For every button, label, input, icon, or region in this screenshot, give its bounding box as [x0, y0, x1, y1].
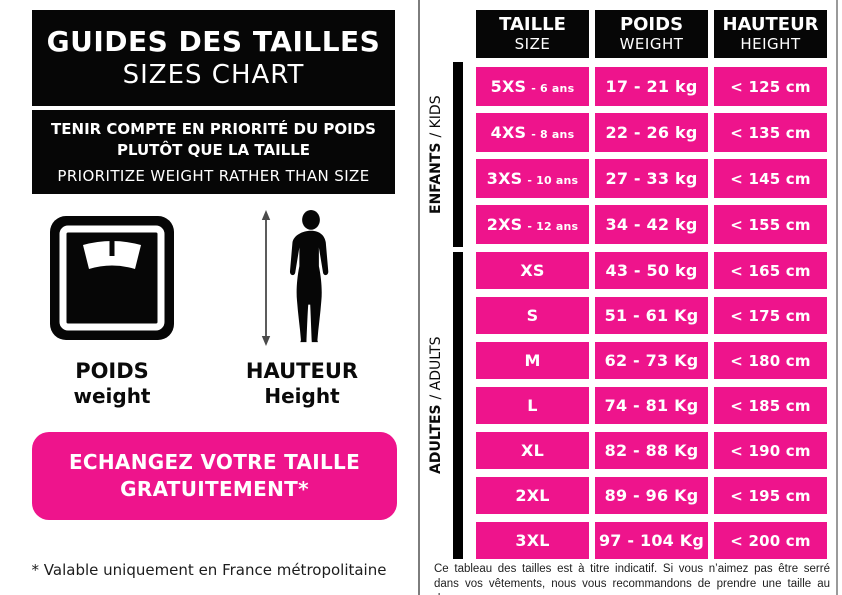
kids-label-en: / KIDS [428, 95, 444, 143]
size-cell: XL [476, 432, 589, 469]
height-label-en: Height [264, 384, 340, 409]
header-weight-fr: POIDS [619, 13, 684, 35]
footnote: * Valable uniquement en France métropoli… [31, 561, 387, 579]
weight-cell: 22 - 26 kg [595, 113, 708, 152]
notice-fr-line1: TENIR COMPTE EN PRIORITÉ DU POIDS [51, 120, 376, 139]
left-panel: GUIDES DES TAILLES SIZES CHART TENIR COM… [0, 0, 418, 595]
height-arrow-icon [261, 210, 271, 346]
header-height: HAUTEUR HEIGHT [714, 10, 827, 58]
disclaimer-line1: Ce tableau des tailles est à titre indic… [434, 563, 830, 575]
size-cell: 4XS - 8 ans [476, 113, 589, 152]
height-label: HAUTEUR Height [222, 358, 382, 409]
disclaimer-line2: dans vos vêtements, nous vous recommando… [434, 578, 830, 595]
size-cell: L [476, 387, 589, 424]
notice-en: PRIORITIZE WEIGHT RATHER THAN SIZE [57, 166, 370, 185]
height-cell: < 175 cm [714, 297, 827, 334]
header-size: TAILLE SIZE [476, 10, 589, 58]
table-row: XS 43 - 50 kg < 165 cm [476, 252, 827, 289]
height-cell: < 155 cm [714, 205, 827, 244]
table-row: S 51 - 61 Kg < 175 cm [476, 297, 827, 334]
size-cell: XS [476, 252, 589, 289]
weight-label-fr: POIDS [75, 359, 149, 383]
weight-cell: 43 - 50 kg [595, 252, 708, 289]
table-row: 3XS - 10 ans 27 - 33 kg < 145 cm [476, 159, 827, 198]
exchange-line2: GRATUITEMENT* [120, 477, 309, 501]
table-row: 3XL 97 - 104 Kg < 200 cm [476, 522, 827, 559]
header-weight-en: WEIGHT [619, 35, 684, 54]
adults-group: ADULTES / ADULTS XS 43 - 50 kg < 165 cm … [420, 252, 842, 559]
kids-rows: 5XS - 6 ans 17 - 21 kg < 125 cm 4XS - 8 an… [476, 67, 827, 244]
notice-fr-line2: PLUTÔT QUE LA TAILLE [116, 140, 311, 159]
table-disclaimer: Ce tableau des tailles est à titre indic… [434, 562, 830, 595]
height-cell: < 135 cm [714, 113, 827, 152]
size-cell: 3XL [476, 522, 589, 559]
size-cell: S [476, 297, 589, 334]
weight-label: POIDS weight [32, 358, 192, 409]
weight-cell: 82 - 88 Kg [595, 432, 708, 469]
header-size-en: SIZE [514, 35, 551, 54]
table-row: 4XS - 8 ans 22 - 26 kg < 135 cm [476, 113, 827, 152]
header-weight: POIDS WEIGHT [595, 10, 708, 58]
adults-label-fr: ADULTES [428, 404, 444, 475]
right-edge-line [836, 0, 838, 595]
exchange-size-button[interactable]: ECHANGEZ VOTRE TAILLE GRATUITEMENT* [32, 432, 397, 520]
header-height-fr: HAUTEUR [722, 13, 819, 35]
height-cell: < 145 cm [714, 159, 827, 198]
height-cell: < 125 cm [714, 67, 827, 106]
weight-cell: 34 - 42 kg [595, 205, 708, 244]
weight-cell: 62 - 73 Kg [595, 342, 708, 379]
title-banner: GUIDES DES TAILLES SIZES CHART [32, 10, 395, 106]
size-cell: 2XS - 12 ans [476, 205, 589, 244]
height-cell: < 195 cm [714, 477, 827, 514]
notice-banner: TENIR COMPTE EN PRIORITÉ DU POIDS PLUTÔT… [32, 110, 395, 194]
kids-group: ENFANTS / KIDS 5XS - 6 ans 17 - 21 kg < 1… [420, 62, 842, 247]
page-title-en: SIZES CHART [122, 60, 305, 91]
height-cell: < 185 cm [714, 387, 827, 424]
page-title-fr: GUIDES DES TAILLES [46, 25, 381, 59]
table-row: 2XS - 12 ans 34 - 42 kg < 155 cm [476, 205, 827, 244]
weight-label-en: weight [73, 384, 151, 409]
table-row: L 74 - 81 Kg < 185 cm [476, 387, 827, 424]
kids-label-fr: ENFANTS [428, 142, 444, 214]
exchange-line1: ECHANGEZ VOTRE TAILLE [68, 450, 361, 474]
weight-cell: 17 - 21 kg [595, 67, 708, 106]
height-label-fr: HAUTEUR [245, 359, 359, 383]
height-cell: < 190 cm [714, 432, 827, 469]
scale-icon [50, 216, 174, 340]
size-cell: 3XS - 10 ans [476, 159, 589, 198]
adults-group-bar [453, 252, 463, 559]
weight-cell: 51 - 61 Kg [595, 297, 708, 334]
adults-group-label: ADULTES / ADULTS [420, 252, 452, 559]
size-table: TAILLE SIZE POIDS WEIGHT HAUTEUR HEIGHT … [420, 0, 842, 595]
size-cell: 2XL [476, 477, 589, 514]
height-cell: < 200 cm [714, 522, 827, 559]
adults-label-en: / ADULTS [428, 336, 444, 405]
size-cell: M [476, 342, 589, 379]
size-cell: 5XS - 6 ans [476, 67, 589, 106]
header-size-fr: TAILLE [499, 13, 566, 35]
height-cell: < 165 cm [714, 252, 827, 289]
adults-rows: XS 43 - 50 kg < 165 cm S 51 - 61 Kg < 17… [476, 252, 827, 559]
table-row: M 62 - 73 Kg < 180 cm [476, 342, 827, 379]
table-row: XL 82 - 88 Kg < 190 cm [476, 432, 827, 469]
kids-group-bar [453, 62, 463, 247]
table-header-row: TAILLE SIZE POIDS WEIGHT HAUTEUR HEIGHT [476, 10, 827, 58]
person-icon [289, 210, 329, 343]
weight-cell: 97 - 104 Kg [595, 522, 708, 559]
weight-cell: 89 - 96 Kg [595, 477, 708, 514]
height-cell: < 180 cm [714, 342, 827, 379]
table-row: 2XL 89 - 96 Kg < 195 cm [476, 477, 827, 514]
height-figure [258, 210, 348, 348]
header-height-en: HEIGHT [740, 35, 801, 54]
vertical-divider [418, 0, 420, 595]
weight-cell: 74 - 81 Kg [595, 387, 708, 424]
table-row: 5XS - 6 ans 17 - 21 kg < 125 cm [476, 67, 827, 106]
weight-cell: 27 - 33 kg [595, 159, 708, 198]
kids-group-label: ENFANTS / KIDS [420, 62, 452, 247]
